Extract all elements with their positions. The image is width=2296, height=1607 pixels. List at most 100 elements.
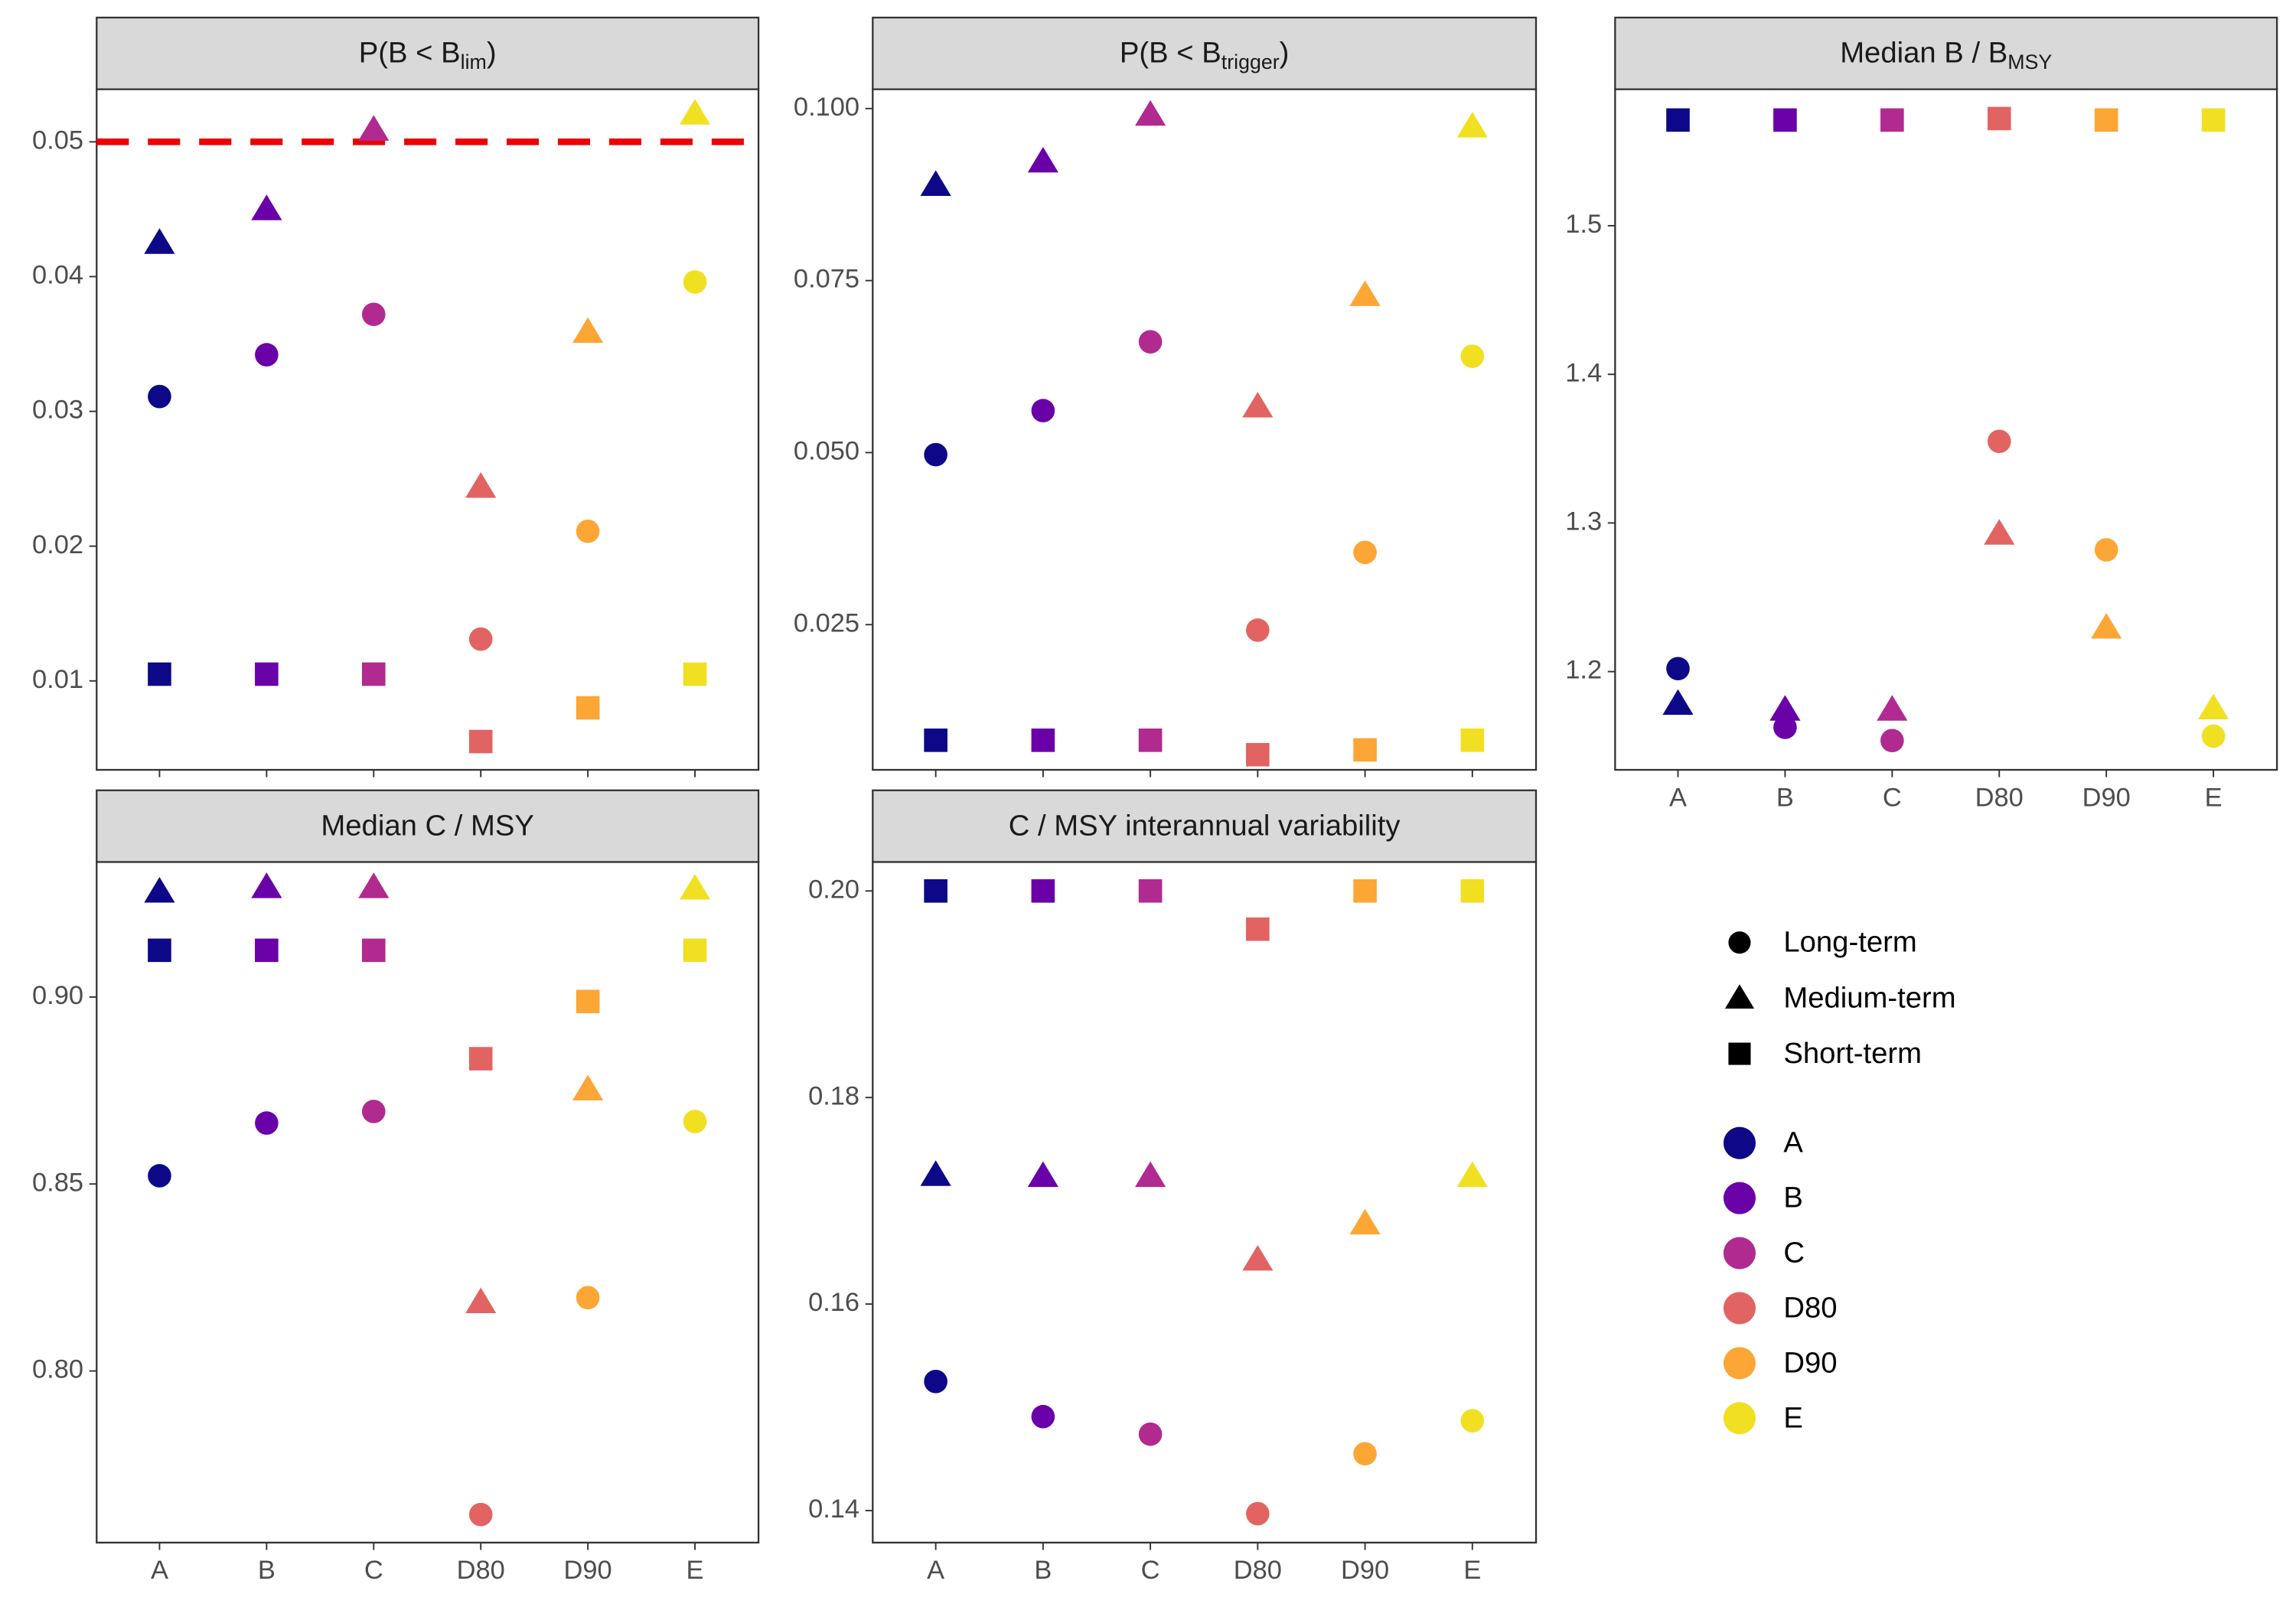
- point: [361, 302, 386, 327]
- legend-swatch: [1723, 1292, 1756, 1325]
- legend-key: [1728, 931, 1751, 954]
- panel: Median C / MSY 0.80 0.85 0.90 A B C D80 D90 E: [32, 789, 760, 1585]
- plot-area: [96, 88, 760, 771]
- legend-label: D80: [1783, 1291, 1837, 1324]
- x-tick-label: C: [364, 1556, 383, 1585]
- panel-title-suffix: ): [1280, 37, 1290, 70]
- strip-background: [1614, 16, 2278, 90]
- panel: P(B < Btrigger) 0.025 0.050 0.075 0.100: [794, 16, 1538, 777]
- x-tick-label: D80: [1234, 1556, 1282, 1585]
- strip-background: [96, 16, 760, 90]
- panel: P(B < Blim) 0.01 0.02 0.03 0.04 0.05: [32, 16, 760, 777]
- legend-label: E: [1783, 1401, 1803, 1434]
- point: [920, 1160, 951, 1186]
- point: [144, 876, 175, 903]
- point: [1135, 1161, 1166, 1188]
- x-tick-label: E: [2205, 783, 2223, 812]
- point: [1242, 392, 1274, 418]
- point: [468, 627, 493, 651]
- panel-title-subscript: lim: [461, 51, 487, 73]
- panel-title: C / MSY interannual variability: [1009, 810, 1401, 843]
- y-tick-label: 0.01: [32, 665, 83, 694]
- point: [251, 194, 282, 220]
- legend-symbol: [1724, 984, 1755, 1009]
- legend-key: [1724, 984, 1755, 1009]
- point: [1138, 729, 1163, 752]
- panel-title-text: P(B < B: [359, 37, 461, 70]
- point: [1773, 715, 1797, 739]
- point: [924, 1370, 947, 1393]
- point: [1353, 878, 1377, 903]
- point: [148, 662, 171, 686]
- x-tick-label: D80: [1975, 783, 2024, 812]
- y-tick-label: 1.4: [1565, 358, 1602, 387]
- point: [1138, 1422, 1163, 1446]
- point: [1460, 729, 1485, 752]
- legend: Long-term Medium-term Short-term ABC D80 D90 E: [1723, 926, 1956, 1435]
- point: [1460, 878, 1485, 903]
- point: [1666, 108, 1690, 132]
- x-tick-label: C: [1883, 783, 1902, 812]
- point: [924, 729, 947, 752]
- x-tick-label: A: [1669, 783, 1687, 812]
- strip-background: [872, 16, 1538, 90]
- legend-label: B: [1783, 1182, 1803, 1214]
- y-tick-label: 0.050: [794, 437, 859, 466]
- point: [1353, 738, 1377, 762]
- point: [1460, 344, 1485, 368]
- y-tick-label: 0.16: [808, 1288, 859, 1317]
- legend-label: Medium-term: [1783, 981, 1955, 1014]
- point: [1242, 1244, 1274, 1271]
- x-tick-label: D90: [1341, 1556, 1389, 1585]
- x-tick-label: B: [1776, 783, 1794, 812]
- point: [255, 938, 279, 963]
- point: [255, 1111, 279, 1135]
- point: [1031, 729, 1055, 752]
- point: [924, 878, 947, 903]
- point: [148, 384, 171, 409]
- plot-area: [872, 861, 1538, 1543]
- panel-title: Median B / BMSY: [1840, 37, 2052, 73]
- plot-area: [96, 861, 760, 1543]
- point: [255, 343, 279, 367]
- point: [1773, 108, 1797, 132]
- point: [465, 1287, 497, 1313]
- point: [2091, 613, 2122, 639]
- legend-symbol: [1728, 931, 1751, 954]
- point: [1031, 399, 1055, 422]
- panel-title-text: Median B / B: [1840, 37, 2007, 70]
- legend-label: Long-term: [1783, 926, 1916, 959]
- x-tick-label: D90: [2082, 783, 2131, 812]
- point: [1246, 618, 1270, 642]
- y-tick-label: 0.85: [32, 1168, 83, 1197]
- legend-symbol: [1728, 1042, 1751, 1065]
- point: [683, 938, 707, 963]
- y-tick-label: 0.025: [794, 608, 859, 637]
- point: [361, 938, 386, 963]
- panel-title: P(B < Blim): [359, 37, 497, 73]
- point: [1246, 1501, 1270, 1526]
- panel: C / MSY interannual variability 0.14 0.16 0…: [808, 789, 1538, 1585]
- panel-title-suffix: ): [487, 37, 497, 70]
- point: [683, 270, 707, 294]
- point: [683, 662, 707, 686]
- y-tick-label: 0.20: [808, 875, 859, 904]
- legend-label: C: [1783, 1237, 1805, 1270]
- y-tick-label: 0.100: [794, 93, 859, 122]
- point: [358, 872, 390, 898]
- point: [1353, 540, 1377, 565]
- point: [2094, 538, 2118, 562]
- point: [572, 317, 604, 344]
- plot-area: [872, 88, 1538, 771]
- point: [576, 519, 600, 543]
- legend-swatch: [1723, 1402, 1756, 1435]
- y-tick-label: 0.075: [794, 265, 859, 294]
- point: [1138, 330, 1163, 354]
- point: [1460, 1409, 1485, 1433]
- point: [679, 874, 711, 900]
- panel-title: Median C / MSY: [321, 810, 534, 843]
- point: [144, 228, 175, 254]
- y-tick-label: 1.2: [1565, 656, 1602, 685]
- point: [1456, 1161, 1488, 1188]
